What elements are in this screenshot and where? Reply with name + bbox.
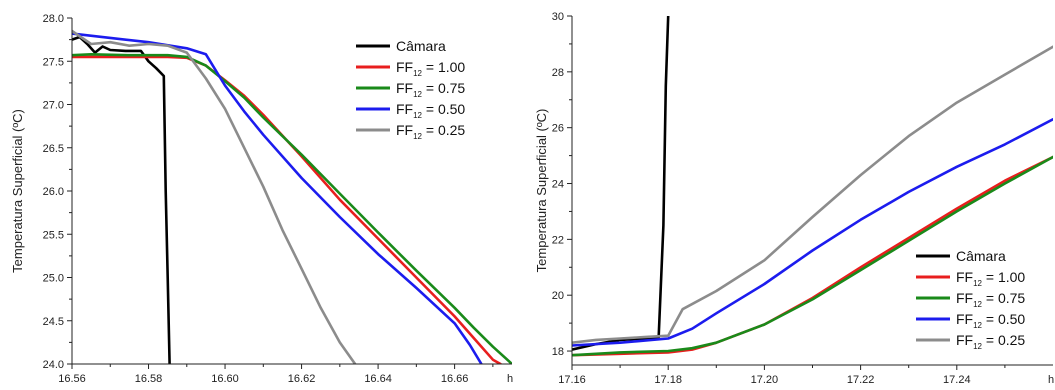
series-line-2 (572, 155, 1053, 357)
legend: Câmara FF12 = 1.00 FF12 = 0.75 FF12 = 0.50 F… (356, 38, 465, 141)
chart-left: 16.56 16.58 16.60 16.62 16.64 16.66 h 24.0 24.5 2… (10, 13, 513, 385)
y-axis-label: Temperatura Superficial (ºC) (534, 109, 549, 273)
x-tick-label: 16.58 (135, 373, 163, 385)
series-line-0 (72, 35, 171, 364)
y-tick-label: 27.5 (43, 56, 64, 68)
x-tick-label: 17.20 (751, 374, 779, 386)
x-unit-label: h (507, 373, 513, 385)
y-tick-label: 24 (552, 179, 564, 191)
y-tick-label: 24.0 (43, 359, 64, 371)
legend-label-3: FF12 = 0.50 (956, 311, 1025, 330)
x-tick-label: 16.64 (364, 373, 392, 385)
legend-label-2: FF12 = 0.75 (956, 290, 1025, 309)
y-tick-label: 24.5 (43, 316, 64, 328)
y-tick-label: 18 (552, 346, 564, 358)
legend-label-4: FF12 = 0.25 (956, 332, 1025, 351)
series-line-1 (72, 55, 502, 364)
plot-area (572, 16, 1053, 357)
x-tick-label: 16.60 (211, 373, 239, 385)
x-tick-label: 16.62 (288, 373, 316, 385)
series-line-3 (572, 118, 1053, 347)
series-line-2 (72, 52, 512, 364)
y-tick-label: 26 (552, 123, 564, 135)
legend-label-0: Câmara (396, 38, 446, 54)
legend-label-2: FF12 = 0.75 (396, 80, 465, 99)
x-tick-label: 17.22 (847, 374, 875, 386)
y-tick-label: 28 (552, 67, 564, 79)
y-tick-label: 25.5 (43, 229, 64, 241)
x-unit-label: h (1048, 374, 1054, 386)
y-tick-label: 25.0 (43, 273, 64, 285)
y-tick-label: 22 (552, 234, 564, 246)
y-tick-label: 20 (552, 290, 564, 302)
chart-right: 17.16 17.18 17.20 17.22 17.24 h 18 20 22 24 26 28 30… (534, 11, 1054, 386)
x-tick-label: 17.24 (943, 374, 971, 386)
y-tick-label: 28.0 (43, 13, 64, 25)
x-tick-label: 16.56 (58, 373, 86, 385)
series-line-3 (72, 32, 483, 364)
x-tick-label: 17.16 (558, 374, 586, 386)
legend-label-1: FF12 = 1.00 (956, 269, 1025, 288)
x-tick-label: 17.18 (654, 374, 682, 386)
legend-label-0: Câmara (956, 248, 1006, 264)
y-tick-label: 27.0 (43, 100, 64, 112)
legend: Câmara FF12 = 1.00 FF12 = 0.75 FF12 = 0.50 F… (916, 248, 1025, 351)
y-tick-label: 26.0 (43, 186, 64, 198)
legend-label-1: FF12 = 1.00 (396, 59, 465, 78)
plot-area (72, 29, 512, 364)
series-line-4 (72, 29, 357, 364)
y-tick-label: 30 (552, 11, 564, 23)
legend-label-4: FF12 = 0.25 (396, 122, 465, 141)
x-tick-label: 16.66 (441, 373, 469, 385)
y-tick-label: 26.5 (43, 143, 64, 155)
series-line-0 (572, 16, 670, 351)
y-axis-label: Temperatura Superficial (ºC) (10, 109, 25, 273)
legend-label-3: FF12 = 0.50 (396, 101, 465, 120)
series-line-4 (572, 45, 1053, 345)
